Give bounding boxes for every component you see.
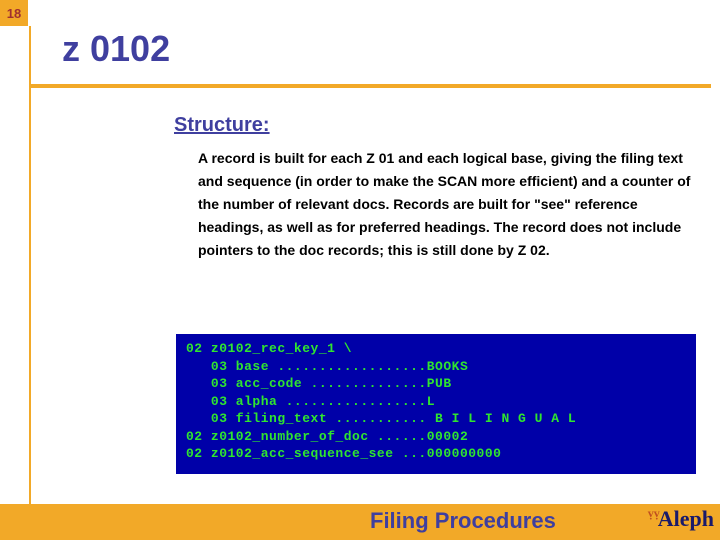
code-block: 02 z0102_rec_key_1 \ 03 base ...........… xyxy=(176,334,696,474)
logo-text: Aleph xyxy=(658,506,714,531)
logo: ṿṿAleph xyxy=(648,506,714,532)
footer-title: Filing Procedures xyxy=(370,508,556,534)
section-subtitle: Structure: xyxy=(174,114,270,137)
slide-title: z 0102 xyxy=(62,28,170,70)
body-paragraph: A record is built for each Z 01 and each… xyxy=(198,147,698,262)
title-underline xyxy=(31,84,711,88)
left-rule xyxy=(29,26,31,504)
slide-number: 18 xyxy=(0,0,28,26)
footer-bar: Filing Procedures ṿṿAleph xyxy=(0,504,720,540)
